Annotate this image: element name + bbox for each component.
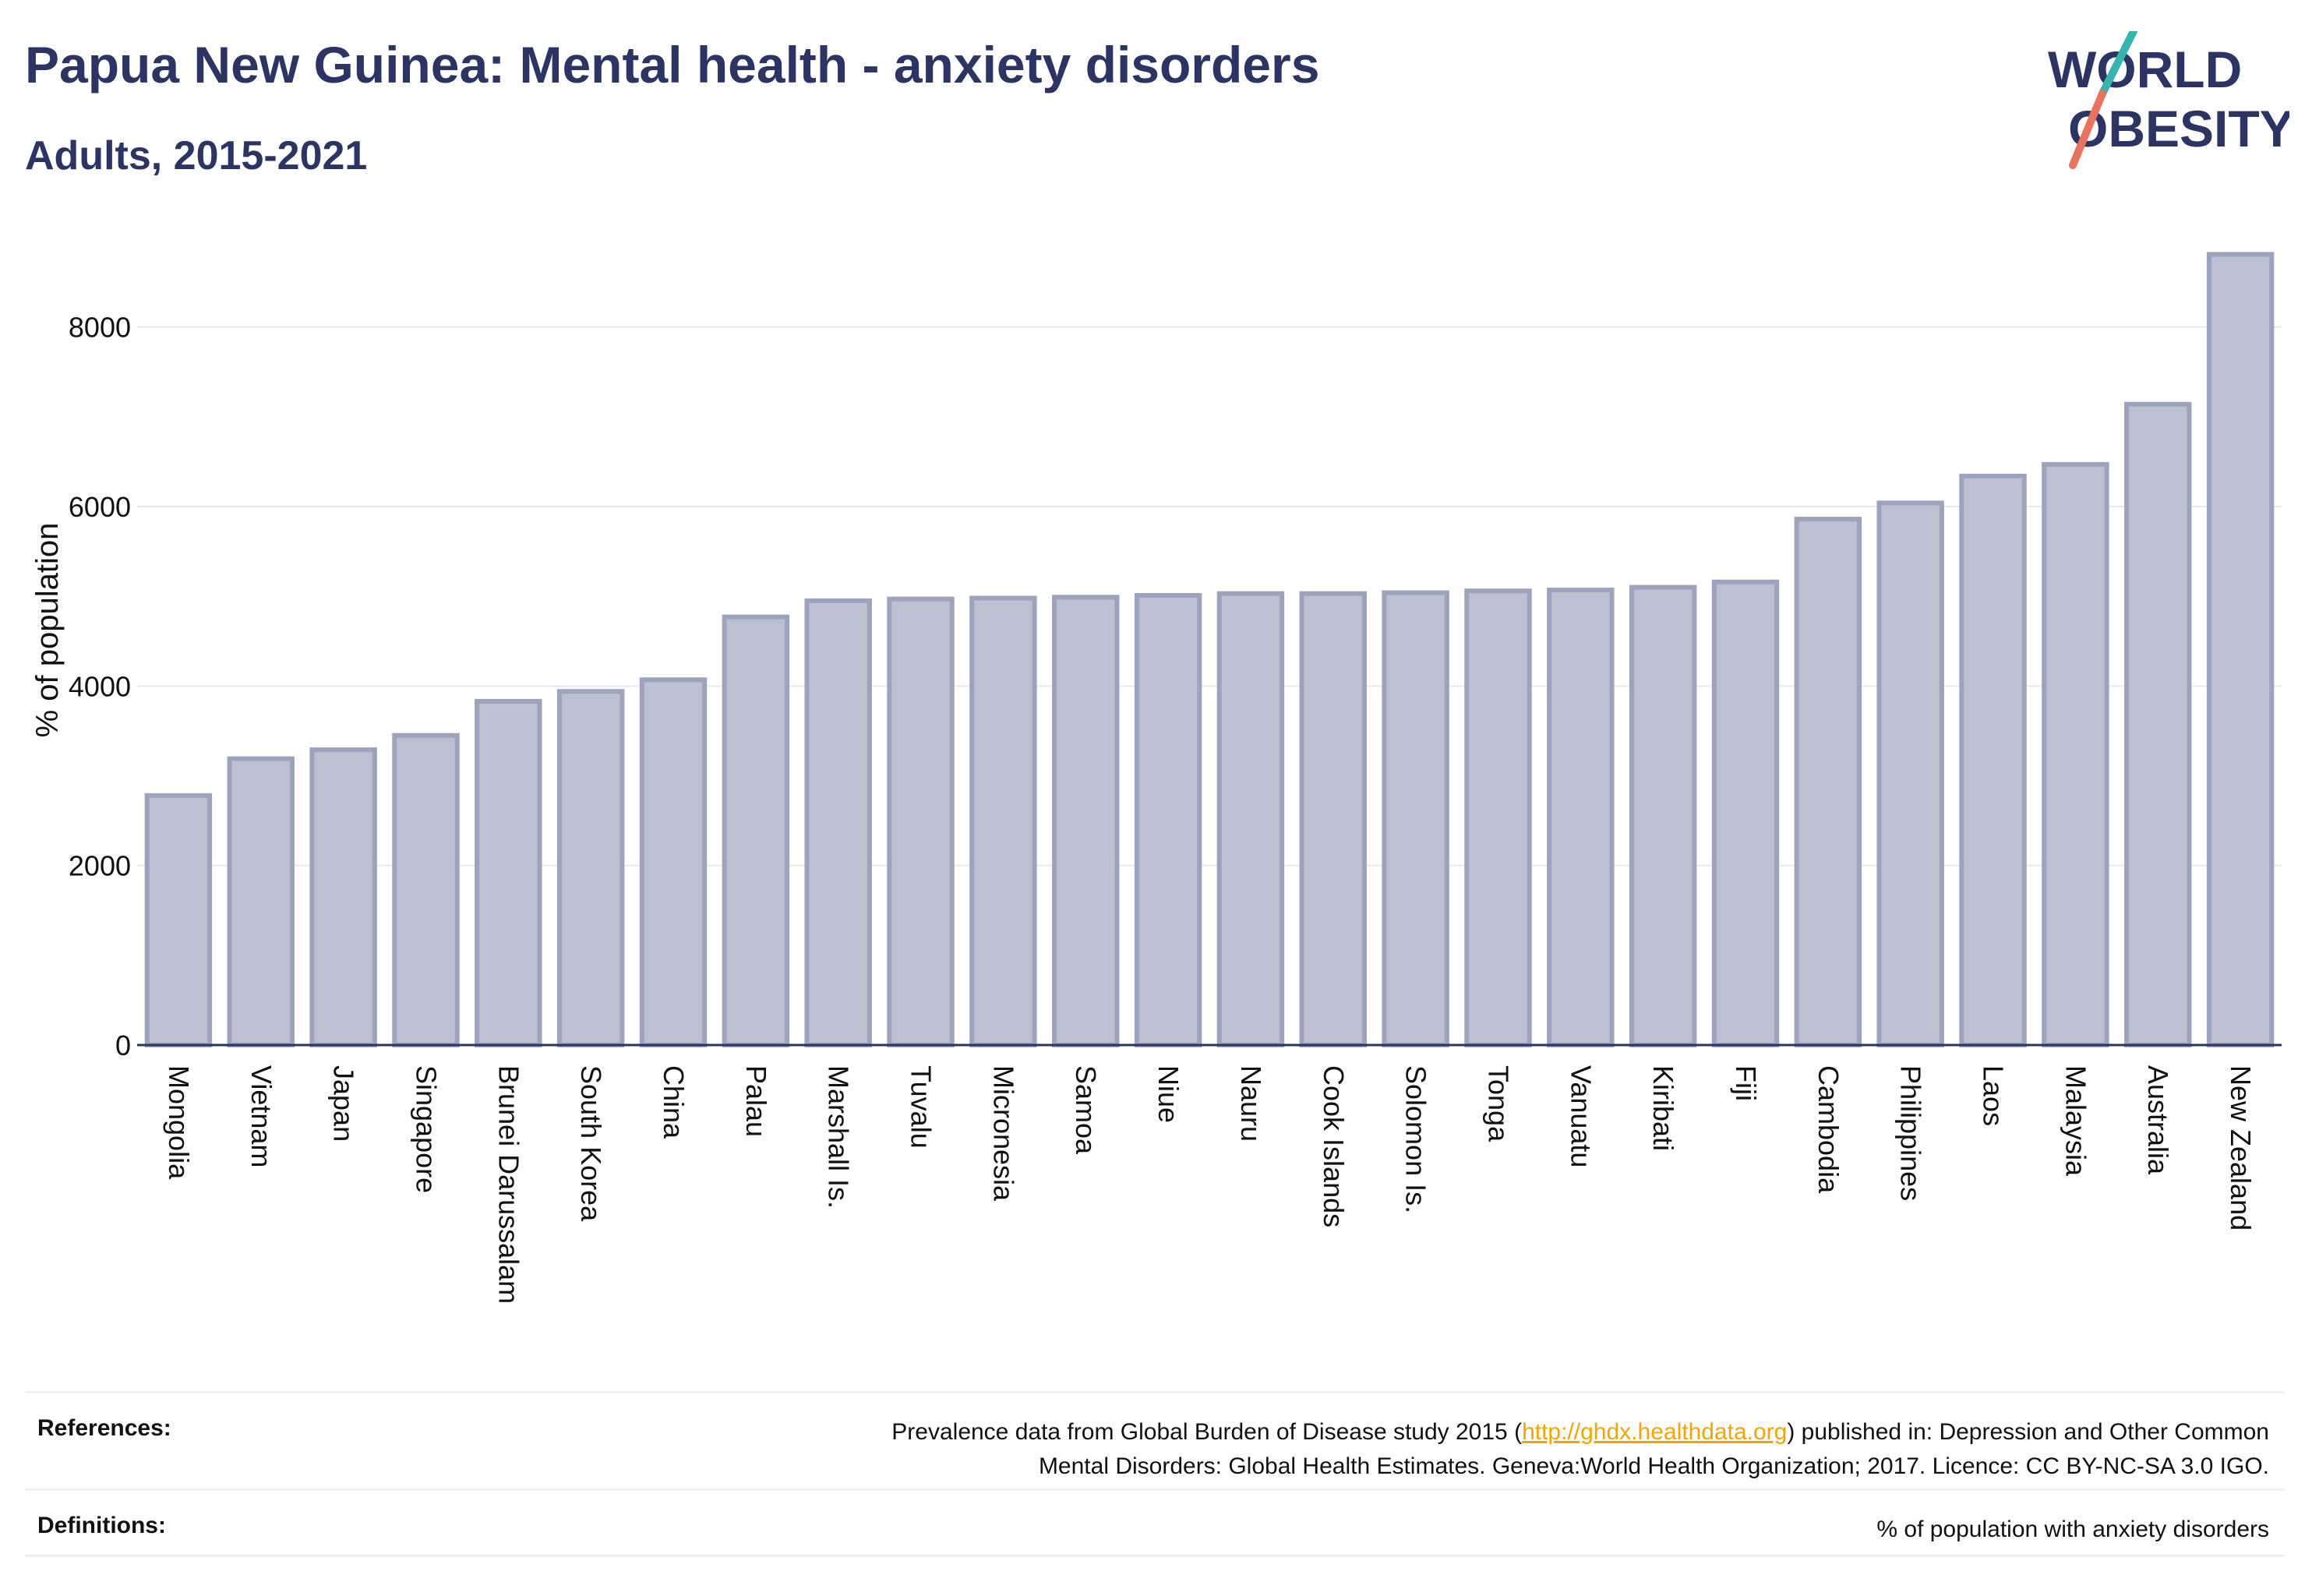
bar <box>639 677 708 1047</box>
y-tick-label: 4000 <box>69 670 131 702</box>
bar <box>1382 590 1449 1047</box>
y-tick-label: 8000 <box>69 312 131 344</box>
definitions-row: Definitions: % of population with anxiet… <box>25 1488 2285 1557</box>
x-tick-label: Fiji <box>1730 1065 1762 1101</box>
x-tick-label: Samoa <box>1070 1065 1102 1155</box>
bar <box>887 596 955 1047</box>
x-tick-label: Laos <box>1978 1065 2010 1126</box>
x-tick-label: Tonga <box>1482 1065 1514 1142</box>
x-tick-label: Kiribati <box>1647 1065 1679 1151</box>
y-tick-label: 2000 <box>69 850 131 882</box>
bar <box>1464 588 1532 1047</box>
references-pre: Prevalence data from Global Burden of Di… <box>891 1419 1523 1445</box>
bar <box>1711 579 1780 1047</box>
x-tick-label: Tuvalu <box>905 1065 937 1149</box>
y-axis-title: % of population <box>30 523 65 738</box>
footer-bottom-rule <box>25 1555 2285 1557</box>
definitions-text: % of population with anxiety disorders <box>1876 1517 2269 1542</box>
x-tick-label: Brunei Darussalam <box>492 1065 524 1304</box>
bar <box>1794 517 1862 1047</box>
bar <box>1547 588 1615 1047</box>
x-tick-label: Marshall Is. <box>823 1065 855 1209</box>
x-tick-label: Vietnam <box>245 1065 277 1167</box>
y-tick-label: 6000 <box>69 491 131 523</box>
bar <box>804 598 872 1047</box>
x-tick-label: China <box>658 1065 690 1139</box>
x-tick-label: Philippines <box>1895 1065 1927 1201</box>
x-tick-label: Solomon Is. <box>1400 1065 1432 1213</box>
references-post: ) published in: Depression and Other Com… <box>1787 1419 2269 1445</box>
logo-line-1: WORLD <box>2048 41 2242 98</box>
bar <box>1959 473 2027 1047</box>
x-tick-label: Niue <box>1152 1065 1184 1123</box>
references-line-1: Prevalence data from Global Burden of Di… <box>891 1415 2269 1449</box>
bar <box>969 595 1037 1047</box>
bar <box>556 689 625 1047</box>
logo-slash-top <box>2099 31 2137 97</box>
logo-line-2: OBESITY <box>2068 100 2289 157</box>
x-tick-label: Micronesia <box>987 1065 1019 1202</box>
x-tick-label: New Zealand <box>2225 1065 2257 1231</box>
x-tick-label: Cook Islands <box>1318 1065 1350 1227</box>
x-tick-label: Palau <box>740 1065 772 1137</box>
definitions-label: Definitions: <box>37 1513 166 1538</box>
bar <box>1299 591 1367 1047</box>
bar <box>2206 252 2275 1047</box>
x-tick-label: Australia <box>2142 1065 2174 1175</box>
references-row: References: Prevalence data from Global … <box>25 1391 2285 1491</box>
bar <box>309 747 377 1047</box>
bar <box>722 614 790 1047</box>
x-tick-label: South Korea <box>575 1065 607 1222</box>
bar <box>1134 593 1202 1047</box>
x-tick-label: Malaysia <box>2060 1065 2091 1177</box>
references-label: References: <box>37 1415 171 1441</box>
bar <box>1216 591 1285 1047</box>
references-link[interactable]: http://ghdx.healthdata.org <box>1522 1419 1788 1445</box>
x-tick-label: Singapore <box>410 1065 442 1193</box>
bar <box>1052 595 1120 1047</box>
references-line-2: Mental Disorders: Global Health Estimate… <box>1038 1453 2269 1479</box>
references-text: Prevalence data from Global Burden of Di… <box>891 1415 2269 1483</box>
bar <box>1629 584 1697 1047</box>
page-title: Papua New Guinea: Mental health - anxiet… <box>25 36 1320 94</box>
x-tick-label: Nauru <box>1235 1065 1267 1142</box>
bar <box>2124 401 2192 1047</box>
bar <box>144 793 213 1048</box>
bar <box>475 698 542 1047</box>
world-obesity-logo: WORLD OBESITY <box>2048 31 2289 169</box>
bar <box>1876 500 1944 1047</box>
bar <box>227 756 295 1047</box>
page-subtitle: Adults, 2015-2021 <box>25 133 368 178</box>
x-tick-label: Cambodia <box>1813 1065 1844 1194</box>
bar <box>2042 461 2109 1047</box>
x-tick-label: Vanuatu <box>1565 1065 1597 1167</box>
x-tick-label: Mongolia <box>163 1065 195 1180</box>
x-tick-label: Japan <box>328 1065 360 1142</box>
logo-slash-bottom <box>2069 90 2106 169</box>
y-tick-label: 0 <box>115 1029 131 1061</box>
bar <box>392 733 460 1047</box>
